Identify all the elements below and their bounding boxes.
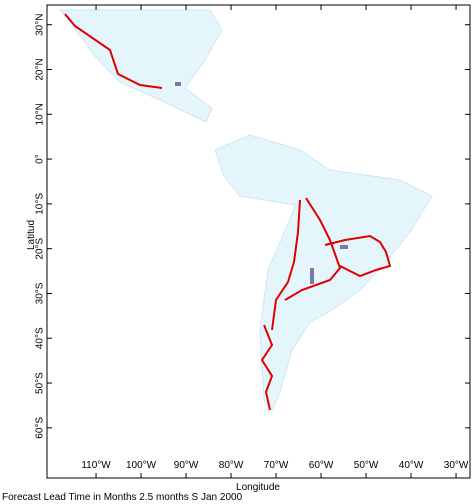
y-tick-label: 10°N [35,103,46,125]
axes: 110°W 100°W 90°W 80°W 70°W 60°W 50°W 40°W 30°W 30… [35,5,470,478]
y-axis-label: Latitud [26,220,37,250]
cell [340,245,348,249]
x-axis-label: Longitude [236,482,280,493]
red-contours [64,13,392,411]
x-tick-label: 80°W [219,460,244,471]
dark-cells [175,82,348,284]
y-tick-label: 0° [35,154,46,164]
y-tick-label: 20°S [35,237,46,259]
x-tick-label: 90°W [174,460,199,471]
y-tick-label: 30°S [35,282,46,304]
land [58,9,433,411]
contour [271,199,301,331]
central-america [58,9,223,123]
contour [64,13,163,89]
x-tick-label: 110°W [81,460,111,471]
contour [260,324,274,411]
x-tick-label: 40°W [399,460,424,471]
cell [310,268,314,284]
x-tick-label: 60°W [309,460,334,471]
cell [175,82,181,86]
x-tick-label: 50°W [354,460,379,471]
footer: Forecast Lead Time in Months 2.5 months … [2,492,243,503]
contour [324,234,392,278]
y-tick-label: 50°S [35,372,46,394]
y-tick-label: 40°S [35,327,46,349]
x-tick-label: 30°W [444,460,469,471]
y-tick-label: 60°S [35,417,46,439]
x-tick-label: 100°W [126,460,157,471]
south-america [214,134,433,411]
x-tick-label: 70°W [264,460,289,471]
y-tick-label: 10°S [35,193,46,215]
contour [284,197,342,301]
y-tick-label: 30°N [35,14,46,36]
y-tick-label: 20°N [35,58,46,80]
plot-frame [46,4,471,479]
